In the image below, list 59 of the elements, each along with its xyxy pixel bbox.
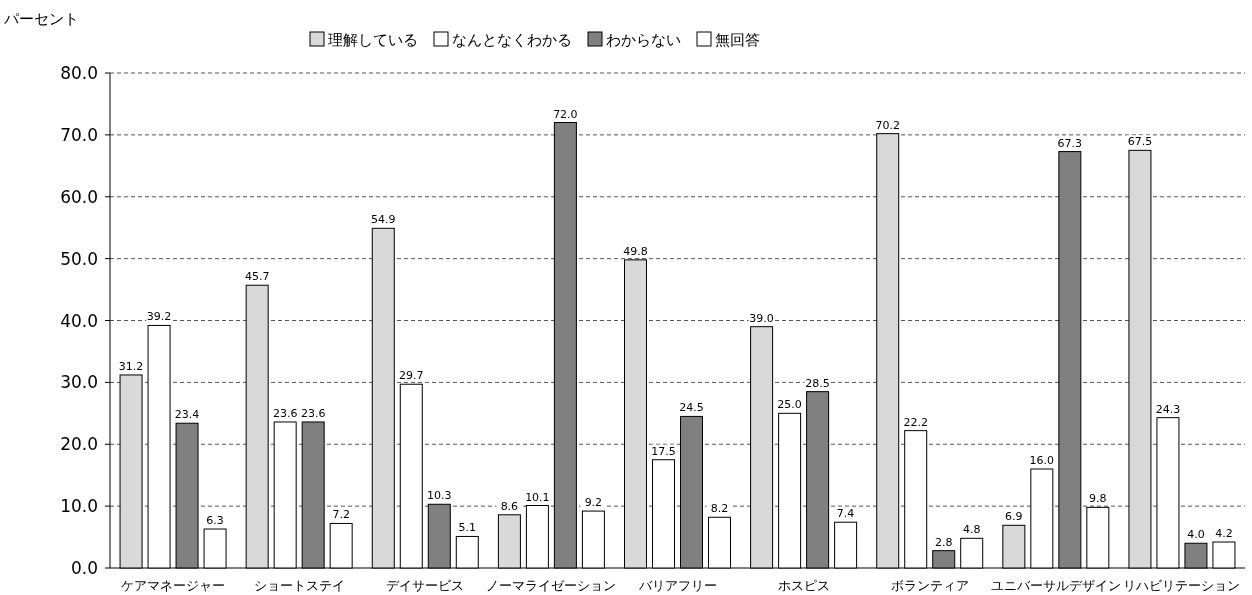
- data-label: 4.0: [1187, 528, 1205, 542]
- data-label: 10.3: [427, 489, 452, 503]
- data-label: 25.0: [777, 398, 802, 412]
- data-label: 8.2: [710, 502, 729, 516]
- x-tick-label: ノーマライゼーション: [486, 578, 617, 593]
- legend-label: なんとなくわかる: [452, 31, 572, 49]
- data-label: 22.2: [903, 415, 928, 429]
- y-tick-label: 50.0: [60, 248, 98, 269]
- data-label: 7.4: [836, 507, 855, 521]
- data-label: 4.2: [1215, 527, 1233, 541]
- data-label: 31.2: [118, 359, 144, 373]
- data-label: 49.8: [623, 244, 648, 258]
- data-label: 16.0: [1029, 454, 1055, 467]
- data-label: 9.2: [584, 496, 603, 510]
- x-tick-label: リハビリテーション: [1123, 578, 1241, 593]
- data-label: 17.5: [651, 444, 676, 458]
- x-tick-label: ボランティア: [890, 578, 969, 593]
- data-label: 5.1: [458, 521, 477, 535]
- data-label: 70.2: [875, 118, 900, 132]
- x-tick-label: ケアマネージャー: [121, 578, 226, 593]
- data-label: 24.5: [679, 401, 704, 415]
- x-tick-label: ユニバーサルデザイン: [990, 578, 1121, 593]
- legend-label: わからない: [606, 31, 681, 49]
- y-tick-label: 0.0: [70, 558, 98, 578]
- y-tick-label: 20.0: [60, 434, 98, 455]
- x-tick-label: ショートステイ: [253, 578, 345, 593]
- data-label: 23.4: [174, 408, 200, 422]
- data-label: 8.6: [500, 499, 519, 513]
- y-tick-label: 70.0: [60, 124, 98, 145]
- data-label: 39.0: [749, 311, 774, 325]
- data-label: 29.7: [399, 369, 424, 383]
- data-label: 28.5: [805, 376, 830, 390]
- x-tick-label: バリアフリー: [637, 578, 717, 593]
- data-label: 23.6: [272, 406, 298, 420]
- data-label: 39.2: [146, 310, 172, 324]
- data-label: 9.8: [1089, 492, 1107, 506]
- y-tick-label: 80.0: [60, 63, 98, 83]
- data-label: 45.7: [244, 270, 270, 284]
- y-tick-label: 10.0: [60, 496, 98, 517]
- data-label: 10.1: [525, 490, 550, 504]
- data-label: 2.8: [934, 535, 953, 549]
- data-label: 7.2: [332, 508, 350, 522]
- data-label: 6.9: [1005, 510, 1023, 524]
- data-label: 4.8: [962, 523, 981, 537]
- data-label: 24.3: [1155, 402, 1181, 416]
- data-label: 67.3: [1057, 136, 1083, 150]
- x-tick-label: デイサービス: [386, 578, 465, 593]
- y-tick-label: 60.0: [60, 186, 98, 207]
- legend-label: 理解している: [328, 31, 418, 49]
- data-label: 72.0: [553, 107, 578, 121]
- data-label: 23.6: [300, 406, 326, 420]
- data-label: 54.9: [371, 213, 396, 227]
- data-label: 6.3: [206, 514, 224, 528]
- y-tick-label: 30.0: [60, 372, 98, 393]
- y-axis-title: パーセント: [3, 10, 79, 28]
- x-tick-label: ホスピス: [777, 578, 830, 593]
- legend-label: 無回答: [715, 31, 760, 49]
- data-label: 67.5: [1127, 135, 1153, 149]
- y-tick-label: 40.0: [60, 310, 98, 331]
